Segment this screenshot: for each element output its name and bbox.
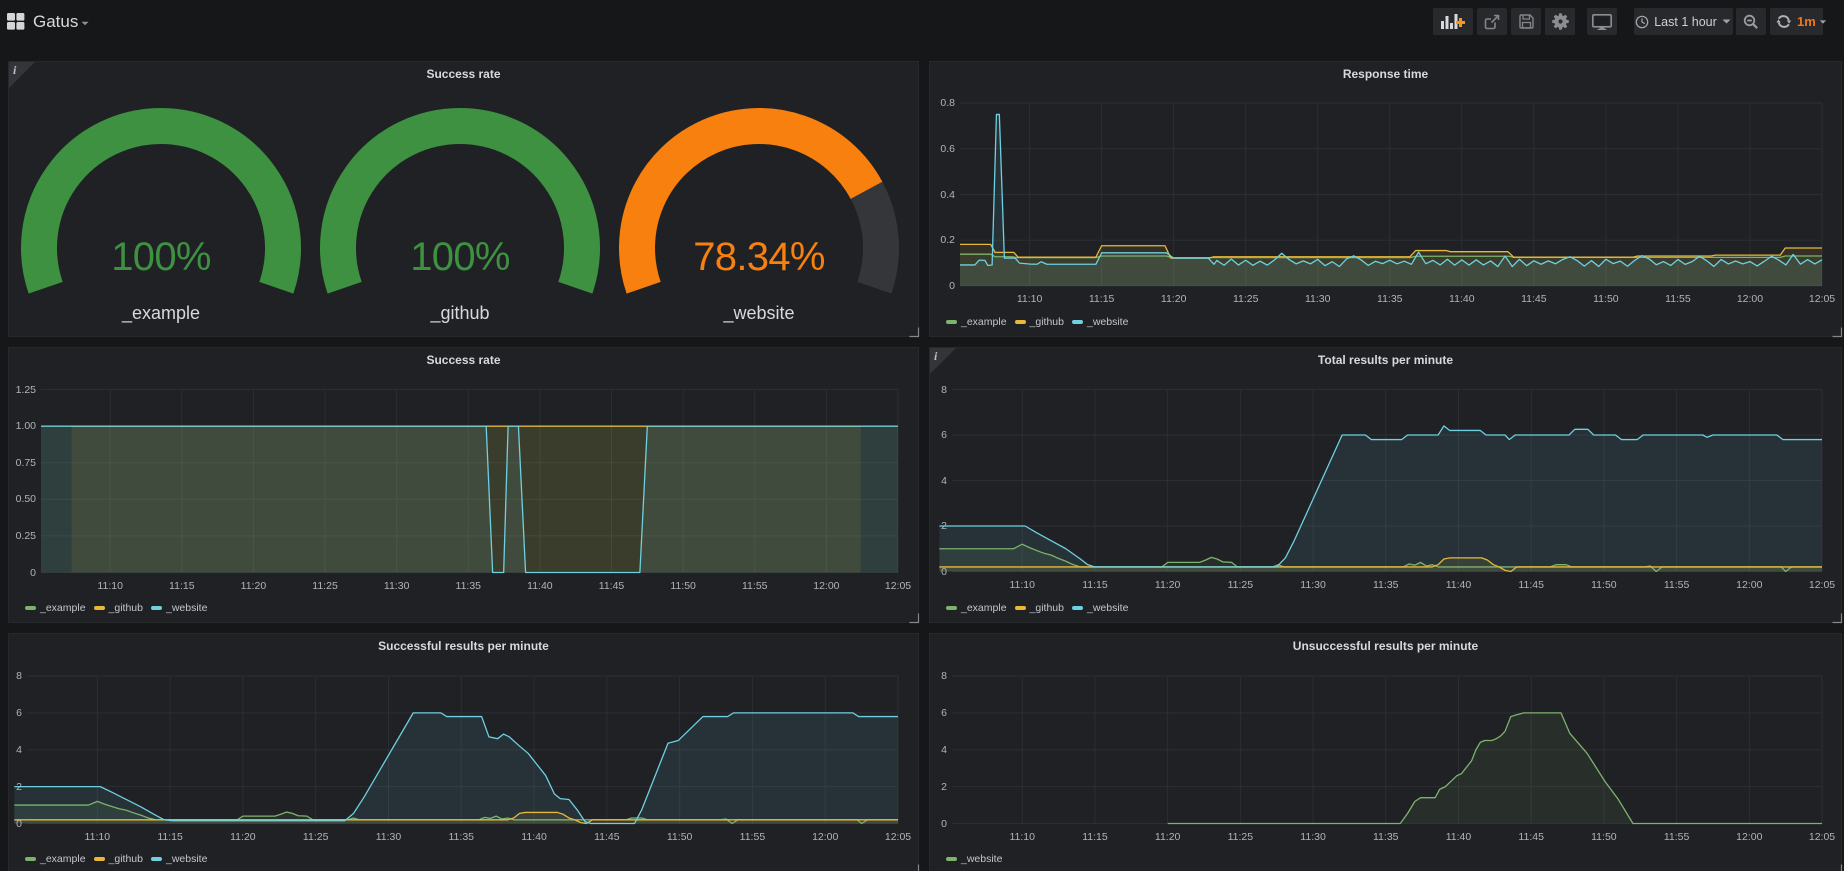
svg-text:78.34%: 78.34%	[693, 235, 825, 279]
svg-text:_website: _website	[722, 303, 794, 324]
svg-text:i: i	[934, 349, 938, 363]
svg-text:100%: 100%	[111, 235, 211, 279]
svg-text:i: i	[13, 63, 17, 77]
svg-text:_github: _github	[429, 303, 489, 324]
svg-text:100%: 100%	[410, 235, 510, 279]
svg-text:_example: _example	[121, 303, 200, 324]
